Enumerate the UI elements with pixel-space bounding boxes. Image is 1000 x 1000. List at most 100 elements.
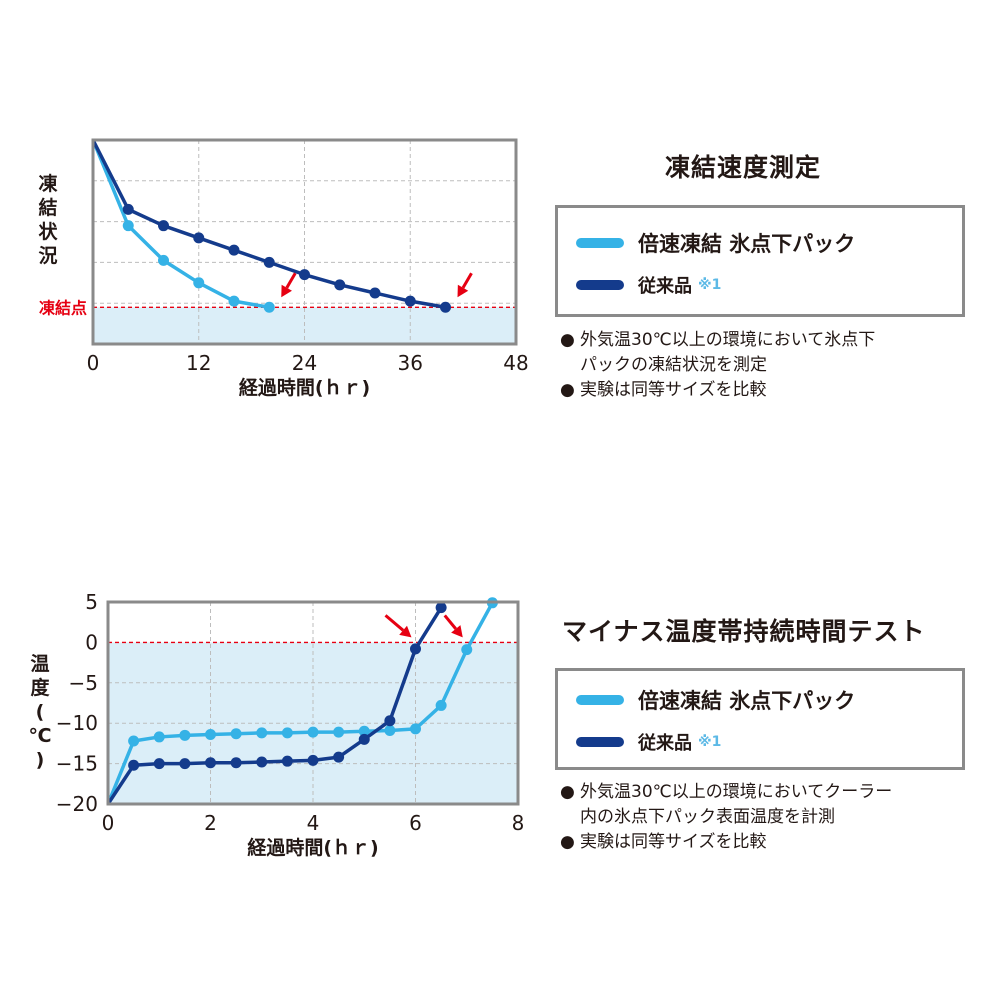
red-arrow-head (451, 625, 463, 638)
data-point-conventional (334, 279, 346, 291)
bullet: ● (560, 330, 575, 350)
data-point-new-product (263, 301, 275, 313)
data-point-conventional (263, 256, 275, 268)
x-tick-label: 0 (102, 811, 115, 835)
legend-label-new: 倍速凍結 氷点下パック (638, 689, 856, 713)
legend-swatch-conventional (576, 280, 624, 290)
data-point-conventional (299, 269, 310, 281)
data-point-conventional (358, 733, 370, 745)
x-tick-label: 36 (398, 351, 423, 375)
x-tick-label: 24 (292, 351, 317, 375)
x-tick-label: 12 (186, 351, 211, 375)
x-tick-label: 4 (307, 811, 320, 835)
x-tick-label: 6 (409, 811, 422, 835)
x-tick-label: 2 (204, 811, 217, 835)
bullet: ● (560, 380, 575, 400)
red-arrow-head (457, 284, 469, 298)
data-point-new-product (384, 724, 396, 736)
data-point-conventional (333, 751, 345, 763)
notes-list-2: ● 外気温30℃以上の環境においてクーラー 内の氷点下パック表面温度を計測 ● … (560, 780, 892, 855)
legend-item-conventional: 従来品 ※1 (576, 272, 721, 298)
data-point-conventional (256, 756, 268, 768)
legend-box-2: 倍速凍結 氷点下パック 従来品 ※1 (555, 668, 965, 770)
legend-footnote-mark: ※1 (698, 277, 722, 293)
note-item: ● 外気温30℃以上の環境において氷点下 パックの凍結状況を測定 (560, 328, 875, 378)
legend-item-conventional: 従来品 ※1 (576, 729, 721, 755)
data-point-conventional (307, 754, 319, 766)
data-point-conventional (205, 757, 216, 769)
legend-label-conventional: 従来品 (638, 276, 692, 297)
data-point-conventional (158, 220, 169, 232)
sub-zero-duration-title: マイナス温度帯持続時間テスト (562, 617, 926, 646)
data-point-new-product (193, 277, 205, 289)
data-point-conventional (193, 232, 205, 244)
legend-item-new-product: 倍速凍結 氷点下パック (576, 685, 855, 715)
data-point-new-product (228, 295, 240, 307)
data-point-new-product (281, 727, 293, 739)
y-tick-label: −10 (56, 711, 98, 735)
legend-item-new-product: 倍速凍結 氷点下パック (576, 228, 855, 258)
red-arrow-head (281, 284, 292, 298)
x-axis-label: 経過時間(ｈｒ) (239, 376, 370, 399)
bullet: ● (560, 782, 575, 802)
data-point-new-product (410, 723, 421, 735)
note-item: ● 実験は同等サイズを比較 (560, 378, 875, 403)
data-point-conventional (281, 755, 293, 767)
plot-frame (91, 138, 518, 346)
series-line-new-product (91, 139, 270, 310)
data-point-conventional (230, 757, 242, 769)
legend-swatch-new (576, 238, 624, 248)
sub-zero-duration-chart: 0 2 4 6 8 5 0 −5 −10 −15 −20 経過時間(ｈｒ) 温度(℃) (28, 590, 525, 859)
legend-label-conventional: 従来品 (638, 733, 692, 754)
data-point-new-product (230, 728, 242, 740)
y-axis-label: 温度(℃) (28, 653, 51, 771)
note-line: 内の氷点下パック表面温度を計測 (580, 807, 835, 827)
data-point-new-product (435, 699, 447, 711)
data-point-conventional (435, 602, 447, 614)
data-point-new-product (128, 735, 140, 747)
note-line: パックの凍結状況を測定 (580, 355, 767, 375)
bullet: ● (560, 832, 575, 852)
y-tick-label: 5 (85, 590, 98, 614)
data-point-new-product (205, 729, 216, 741)
freeze-point-label: 凍結点 (39, 298, 87, 317)
data-point-conventional (410, 643, 421, 655)
legend-swatch-new (576, 695, 624, 705)
data-point-new-product (158, 254, 169, 266)
note-line: 実験は同等サイズを比較 (580, 380, 767, 400)
data-point-conventional (384, 715, 396, 727)
notes-list-1: ● 外気温30℃以上の環境において氷点下 パックの凍結状況を測定 ● 実験は同等… (560, 328, 875, 403)
red-arrow-shaft (461, 272, 473, 289)
x-axis-label: 経過時間(ｈｒ) (247, 836, 378, 859)
note-item: ● 外気温30℃以上の環境においてクーラー 内の氷点下パック表面温度を計測 (560, 780, 892, 830)
data-point-new-product (256, 727, 268, 739)
data-point-new-product (461, 644, 473, 656)
x-tick-label: 48 (503, 351, 528, 375)
data-point-conventional (440, 301, 451, 313)
x-tick-label: 0 (87, 351, 100, 375)
note-line: 外気温30℃以上の環境において氷点下 (580, 330, 876, 350)
data-point-new-product (179, 729, 191, 741)
data-point-conventional (404, 295, 416, 307)
note-item: ● 実験は同等サイズを比較 (560, 830, 892, 855)
legend-label-new: 倍速凍結 氷点下パック (638, 232, 856, 256)
data-point-conventional (228, 244, 240, 256)
y-axis-label: 凍結状況 (38, 172, 58, 267)
y-tick-label: −15 (56, 752, 98, 776)
data-point-new-product (358, 725, 370, 737)
data-point-conventional (128, 759, 140, 771)
y-tick-label: 0 (85, 630, 98, 654)
note-line: 外気温30℃以上の環境においてクーラー (580, 782, 893, 802)
data-point-conventional (122, 203, 134, 215)
data-point-conventional (179, 758, 191, 770)
series-line-new-product (106, 601, 494, 805)
data-point-new-product (333, 726, 345, 738)
data-point-new-product (307, 726, 319, 738)
y-tick-label: −5 (69, 671, 98, 695)
data-point-conventional (153, 758, 165, 770)
x-tick-label: 8 (512, 811, 525, 835)
series-line-conventional (91, 139, 446, 310)
red-arrow-shaft (384, 614, 405, 632)
legend-footnote-mark: ※1 (698, 734, 722, 750)
